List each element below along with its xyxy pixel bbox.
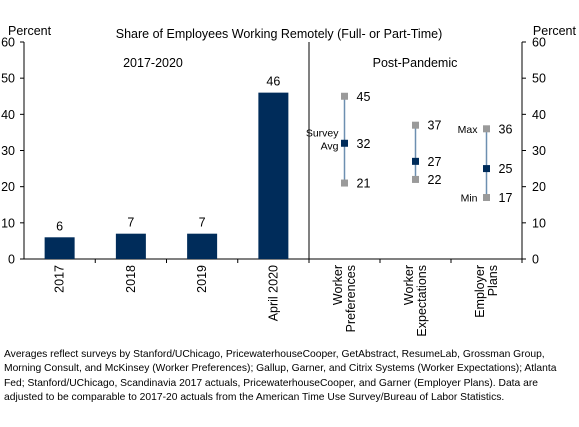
survey-avg-marker: [483, 165, 490, 173]
right-tick-label-0: 0: [532, 253, 539, 267]
survey-avg-annotation: Avg: [321, 140, 339, 152]
left-tick-label-2: 20: [1, 180, 15, 194]
left-tick-label-6: 60: [1, 36, 15, 50]
bar-value-label: 46: [266, 75, 280, 89]
min-marker: [412, 175, 419, 183]
min-value-label: 17: [499, 191, 513, 205]
left-axis-label: Percent: [8, 24, 52, 38]
bar-2017: [44, 237, 75, 259]
x-category-label-line: Preferences: [344, 265, 358, 332]
x-category-labels: 2017 2018 2019 April 2020 Worker Preferences W…: [53, 259, 523, 337]
max-marker: [483, 125, 490, 133]
right-tick-label-1: 10: [532, 216, 546, 230]
chart-title: Share of Employees Working Remotely (Ful…: [116, 27, 442, 41]
right-axis-label: Percent: [533, 24, 577, 38]
min-marker: [483, 194, 490, 202]
x-category-label: 2018: [124, 265, 138, 293]
survey-avg-marker: [412, 157, 419, 165]
survey-avg-value-label: 32: [357, 137, 371, 151]
min-value-label: 21: [357, 177, 371, 191]
max-annotation: Max: [458, 124, 479, 136]
source-note: Averages reflect surveys by Stanford/UCh…: [4, 349, 557, 403]
bar-value-label: 6: [56, 219, 63, 233]
bar-value-label: 7: [127, 216, 134, 230]
min-annotation: Min: [461, 193, 478, 205]
right-tick-label-3: 30: [532, 144, 546, 158]
max-value-label: 36: [499, 122, 513, 136]
survey-avg-value-label: 25: [499, 162, 513, 176]
min-marker: [341, 179, 348, 187]
survey-avg-value-label: 27: [428, 155, 442, 169]
left-tick-label-0: 0: [8, 253, 15, 267]
left-panel-label: 2017-2020: [123, 56, 183, 70]
right-panel-label: Post-Pandemic: [373, 56, 458, 70]
left-tick-label-1: 10: [1, 216, 15, 230]
x-category-label-line: Employer: [473, 265, 487, 318]
x-category-label-line: Expectations: [415, 265, 429, 337]
bar-series: 6 7 7 46: [44, 75, 289, 259]
bar-value-label: 7: [199, 216, 206, 230]
x-category-label-line: Worker: [402, 265, 416, 305]
right-tick-label-2: 20: [532, 180, 546, 194]
bar-2019: [187, 233, 218, 259]
survey-avg-annotation: Survey: [306, 127, 339, 139]
x-category-label: 2019: [195, 265, 209, 293]
max-value-label: 45: [357, 90, 371, 104]
max-value-label: 37: [428, 119, 442, 133]
right-tick-label-6: 60: [532, 36, 546, 50]
right-y-ticks: 0 10 20 30 40 50 60: [522, 36, 546, 267]
x-category-label: 2017: [53, 265, 67, 293]
min-value-label: 22: [428, 173, 442, 187]
remote-work-chart: Share of Employees Working Remotely (Ful…: [1, 24, 577, 337]
left-tick-label-5: 50: [1, 72, 15, 86]
left-tick-label-4: 40: [1, 108, 15, 122]
right-tick-label-5: 50: [532, 72, 546, 86]
bar-april-2020: [258, 92, 289, 259]
bar-2018: [115, 233, 146, 259]
max-marker: [341, 92, 348, 100]
x-category-label-line: Plans: [486, 265, 500, 296]
x-category-label-line: Worker: [331, 265, 345, 305]
right-tick-label-4: 40: [532, 108, 546, 122]
left-tick-label-3: 30: [1, 144, 15, 158]
left-y-ticks: 0 10 20 30 40 50 60: [1, 36, 24, 267]
survey-avg-marker: [341, 139, 348, 147]
max-marker: [412, 121, 419, 129]
x-category-label: April 2020: [266, 265, 280, 321]
